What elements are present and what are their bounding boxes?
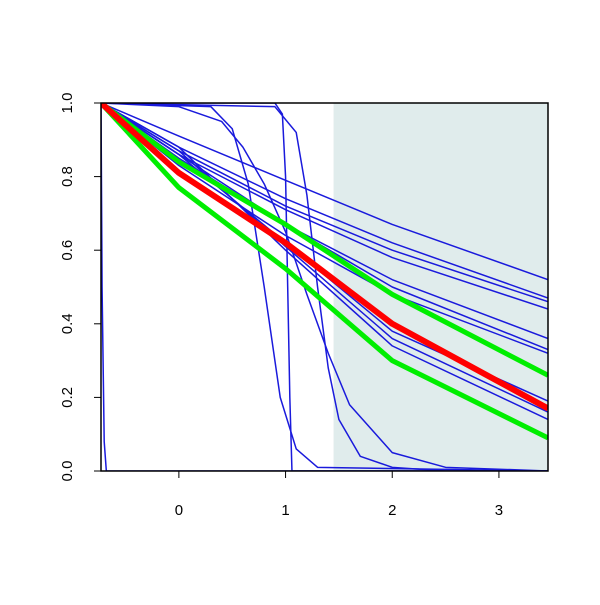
line [101, 103, 548, 378]
plot-frame [100, 102, 549, 472]
x-tick-label: 0 [175, 502, 183, 519]
x-tick-label: 3 [495, 502, 503, 519]
line [101, 103, 548, 471]
line [101, 103, 548, 281]
line [101, 103, 548, 471]
y-tick-label: 0.8 [59, 166, 76, 187]
x-tick-label: 2 [388, 502, 396, 519]
line [101, 103, 548, 471]
line [101, 103, 548, 412]
y-tick-label: 0.4 [59, 313, 76, 334]
y-tick-label: 1.0 [59, 93, 76, 114]
line [101, 103, 548, 421]
y-tick-label: 0.6 [59, 240, 76, 261]
x-tick-label: 1 [281, 502, 289, 519]
line [101, 103, 548, 471]
y-tick-label: 0.2 [59, 387, 76, 408]
line [101, 103, 548, 441]
y-tick-label: 0.0 [59, 461, 76, 482]
highlight-region [333, 103, 548, 471]
